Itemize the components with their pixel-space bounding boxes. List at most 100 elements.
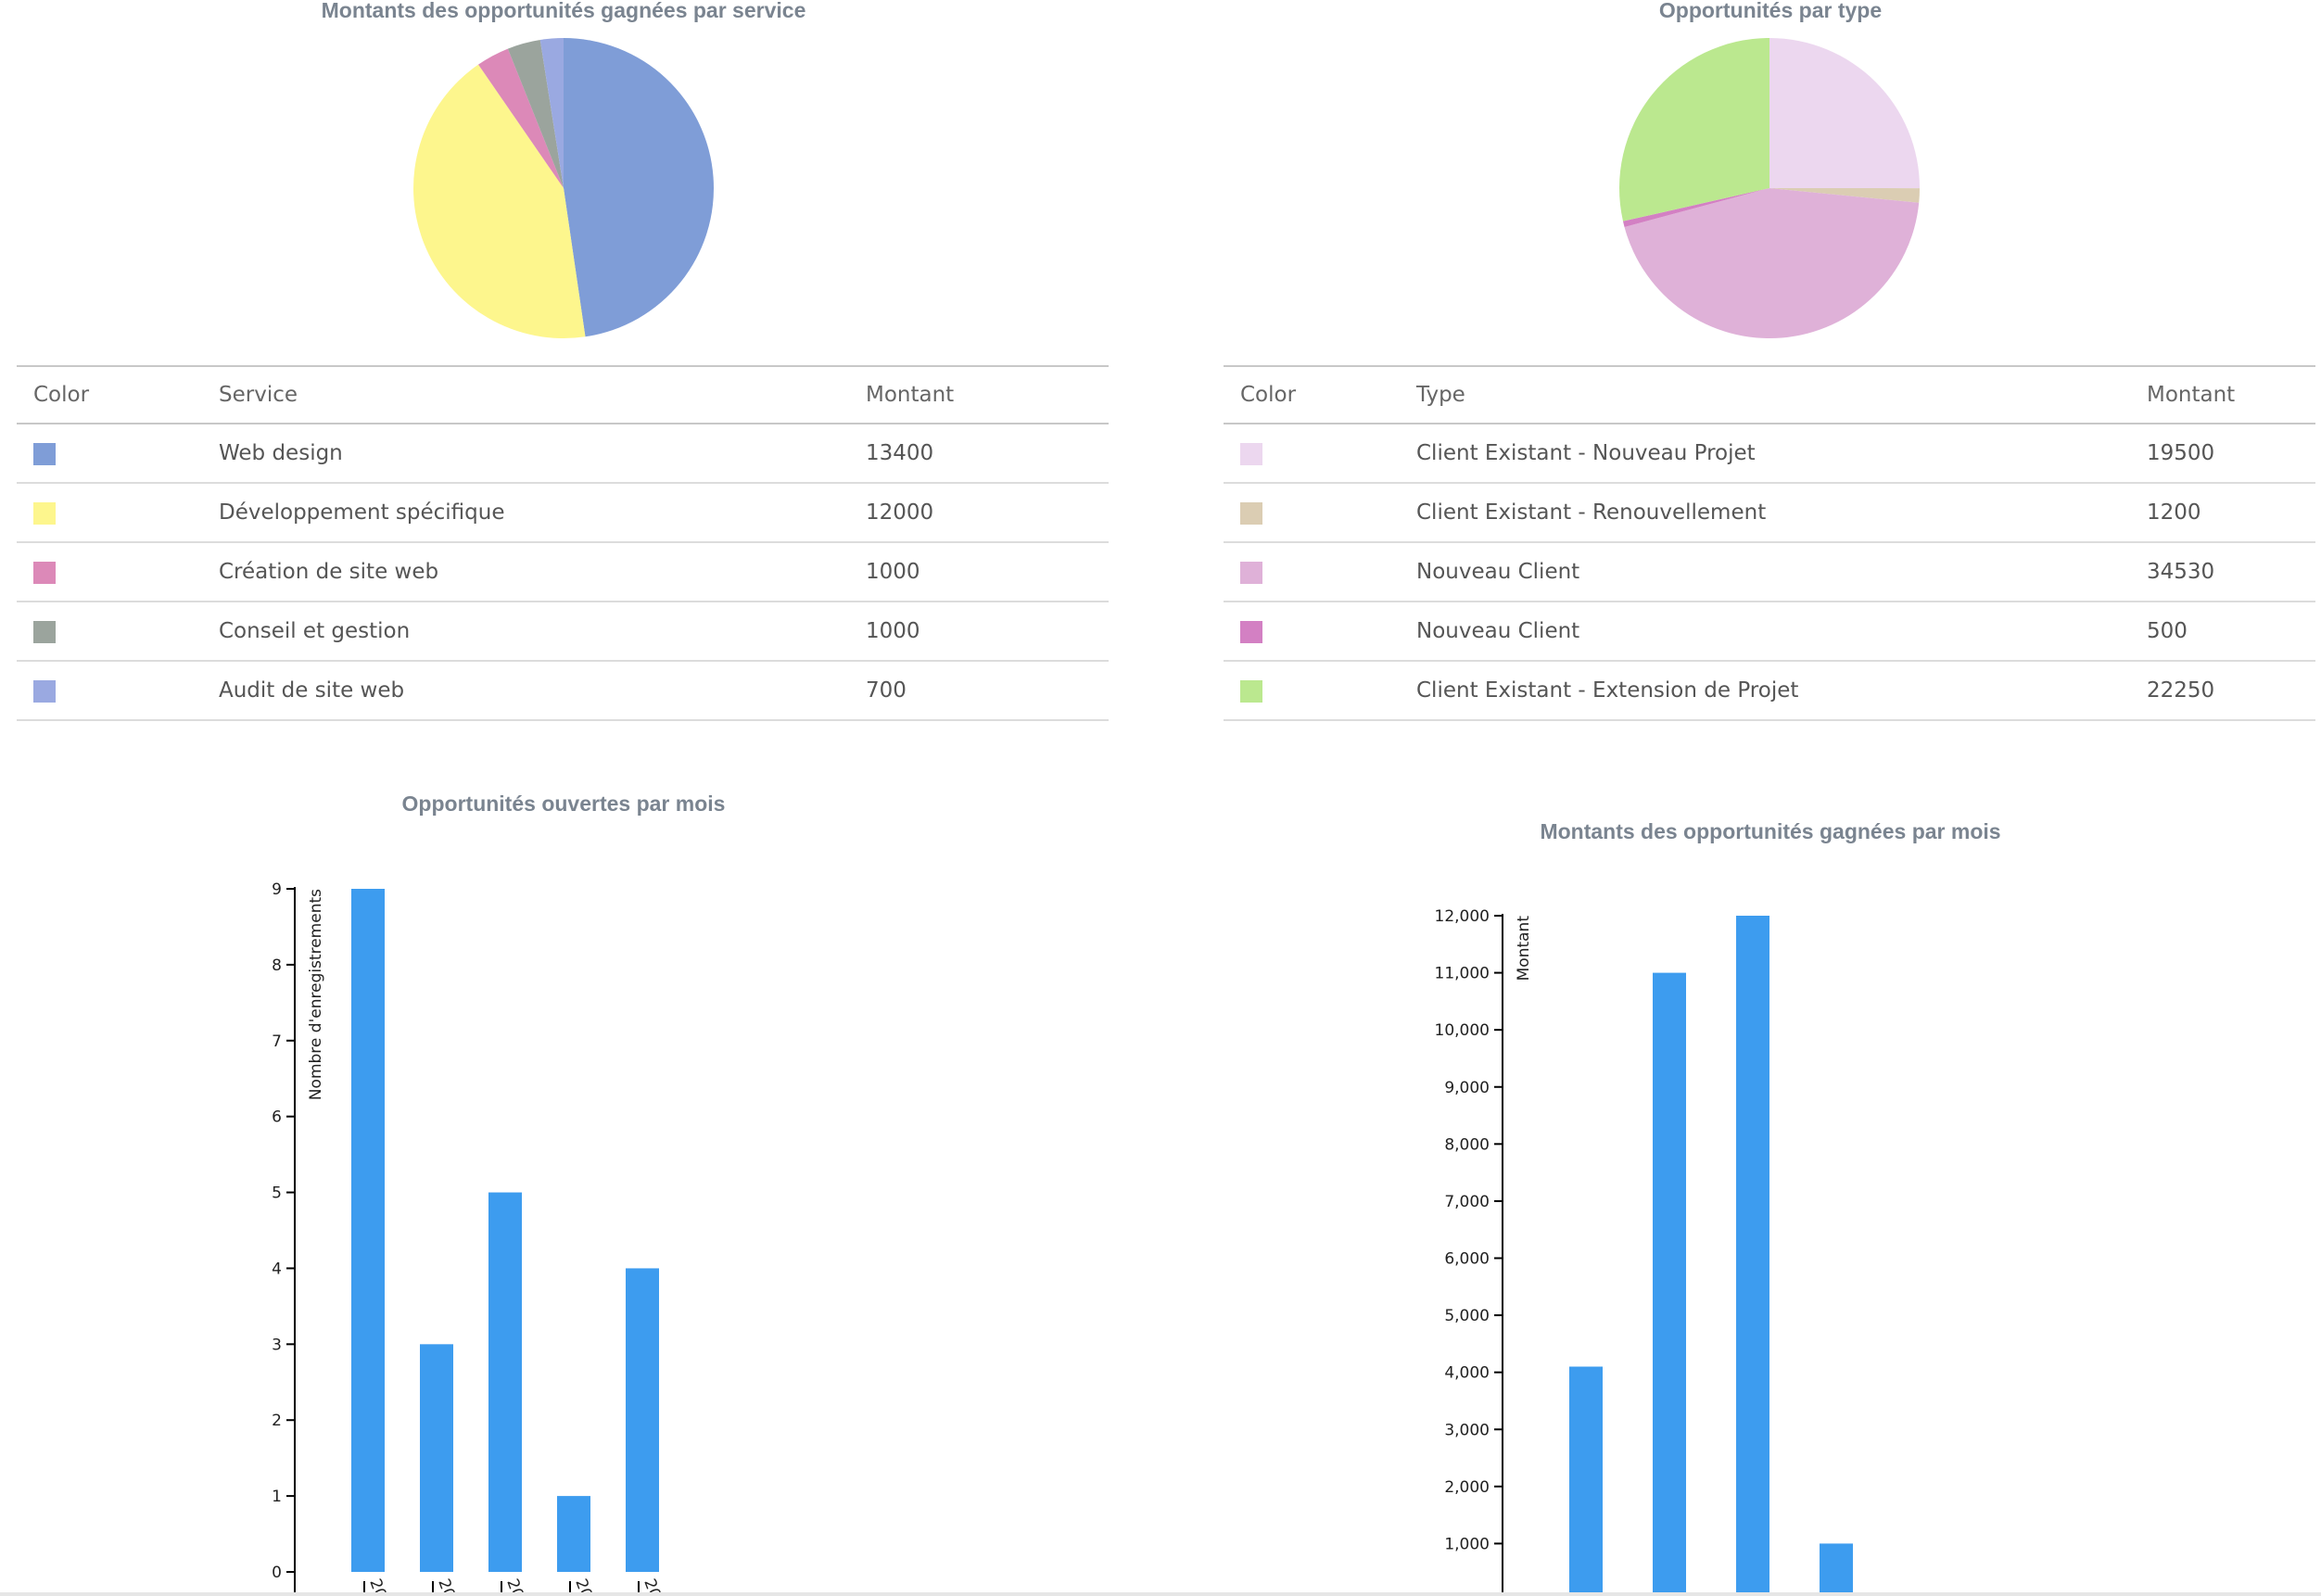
type-pie-slice[interactable] (1769, 188, 1920, 203)
type-header: Type (1400, 365, 2130, 424)
label-cell: Web design (202, 424, 849, 484)
color-swatch (33, 620, 56, 643)
type-legend-table: Color Type Montant Client Existant - Nou… (1224, 365, 2315, 721)
service-pie-title: Montants des opportunités gagnées par se… (321, 0, 806, 22)
bar[interactable] (351, 889, 385, 1572)
bottom-divider (0, 1592, 2321, 1596)
bar[interactable] (1820, 1543, 1853, 1596)
color-swatch (1240, 501, 1262, 525)
table-row: Client Existant - Renouvellement 1200 (1224, 483, 2315, 543)
label-cell: Audit de site web (202, 661, 849, 721)
y-tick-label: 9,000 (1444, 1079, 1490, 1097)
color-swatch (1240, 442, 1262, 465)
x-tick-label: 20 (502, 1577, 526, 1596)
y-tick-label: 3 (272, 1336, 282, 1354)
service-pie-slice[interactable] (413, 64, 586, 338)
amount-cell: 1000 (849, 602, 1109, 662)
x-tick-label: 20 (640, 1577, 664, 1596)
color-swatch (33, 679, 56, 703)
label-cell: Nouveau Client (1400, 602, 2130, 662)
table-row: Nouveau Client 500 (1224, 602, 2315, 662)
color-cell (1224, 542, 1400, 602)
won-bar-chart: 1,000 2,000 3,000 4,000 5,000 6,000 7,000 8,000… (1435, 907, 2321, 1596)
y-tick-label: 10,000 (1435, 1021, 1490, 1040)
color-cell (1224, 661, 1400, 721)
color-swatch (1240, 679, 1262, 703)
color-cell (17, 483, 202, 543)
amount-cell: 34530 (2130, 542, 2315, 602)
bar[interactable] (626, 1268, 659, 1572)
y-tick-label: 4,000 (1444, 1364, 1490, 1383)
y-axis-label: Montant (1515, 916, 1533, 982)
table-row: Web design 13400 (17, 424, 1109, 484)
color-header: Color (17, 365, 202, 424)
amount-cell: 1000 (849, 542, 1109, 602)
bar[interactable] (488, 1192, 522, 1572)
service-pie-slice[interactable] (539, 38, 564, 188)
amount-cell: 22250 (2130, 661, 2315, 721)
color-cell (1224, 424, 1400, 484)
color-swatch (33, 561, 56, 584)
type-pie-slice[interactable] (1769, 38, 1920, 189)
bar[interactable] (420, 1344, 453, 1572)
y-tick-label: 4 (272, 1260, 282, 1278)
y-tick-label: 7 (272, 1032, 282, 1051)
y-tick-label: 12,000 (1435, 907, 1490, 926)
x-tick-label: 20 (434, 1577, 458, 1596)
type-pie-slice[interactable] (1619, 38, 1769, 222)
color-cell (17, 424, 202, 484)
y-tick-label: 2 (272, 1412, 282, 1430)
amount-cell: 500 (2130, 602, 2315, 662)
y-tick-label: 1,000 (1444, 1535, 1490, 1553)
label-cell: Nouveau Client (1400, 542, 2130, 602)
table-header-row: Color Service Montant (17, 365, 1109, 424)
label-cell: Conseil et gestion (202, 602, 849, 662)
service-pie-slice[interactable] (478, 48, 564, 189)
x-tick-label: 20 (571, 1577, 595, 1596)
table-row: Nouveau Client 34530 (1224, 542, 2315, 602)
amount-cell: 13400 (849, 424, 1109, 484)
label-cell: Client Existant - Nouveau Projet (1400, 424, 2130, 484)
service-pie-chart (413, 38, 714, 338)
y-tick-label: 8,000 (1444, 1135, 1490, 1154)
bar[interactable] (557, 1496, 590, 1572)
label-cell: Création de site web (202, 542, 849, 602)
table-row: Client Existant - Extension de Projet 222… (1224, 661, 2315, 721)
x-tick-label: 20 (365, 1577, 389, 1596)
won-bar-title: Montants des opportunités gagnées par mo… (1540, 819, 2001, 843)
amount-cell: 19500 (2130, 424, 2315, 484)
y-tick-label: 6 (272, 1108, 282, 1127)
label-cell: Développement spécifique (202, 483, 849, 543)
label-cell: Client Existant - Renouvellement (1400, 483, 2130, 543)
color-swatch (33, 442, 56, 465)
y-tick-label: 3,000 (1444, 1421, 1490, 1439)
service-legend-table: Color Service Montant Web design 13400 Dév… (17, 365, 1109, 721)
y-tick-label: 7,000 (1444, 1193, 1490, 1211)
table-row: Conseil et gestion 1000 (17, 602, 1109, 662)
color-swatch (1240, 561, 1262, 584)
type-pie-title: Opportunités par type (1658, 0, 1883, 22)
color-swatch (33, 501, 56, 525)
amount-cell: 1200 (2130, 483, 2315, 543)
type-pie-slice[interactable] (1622, 188, 1769, 228)
y-tick-label: 0 (272, 1564, 282, 1582)
type-pie-slice[interactable] (1624, 188, 1920, 338)
type-pie-chart (1619, 38, 1920, 338)
y-tick-label: 5 (272, 1184, 282, 1203)
color-swatch (1240, 620, 1262, 643)
y-tick-label: 1 (272, 1488, 282, 1506)
color-cell (17, 602, 202, 662)
bar[interactable] (1736, 916, 1769, 1596)
bar[interactable] (1653, 972, 1686, 1596)
y-tick-label: 5,000 (1444, 1307, 1490, 1325)
service-pie-slice[interactable] (507, 39, 564, 188)
amount-header: Montant (2130, 365, 2315, 424)
service-pie-slice[interactable] (564, 38, 714, 337)
color-cell (17, 542, 202, 602)
y-tick-label: 2,000 (1444, 1478, 1490, 1497)
amount-cell: 700 (849, 661, 1109, 721)
y-tick-label: 9 (272, 880, 282, 899)
label-cell: Client Existant - Extension de Projet (1400, 661, 2130, 721)
color-cell (1224, 483, 1400, 543)
bar[interactable] (1569, 1366, 1603, 1596)
